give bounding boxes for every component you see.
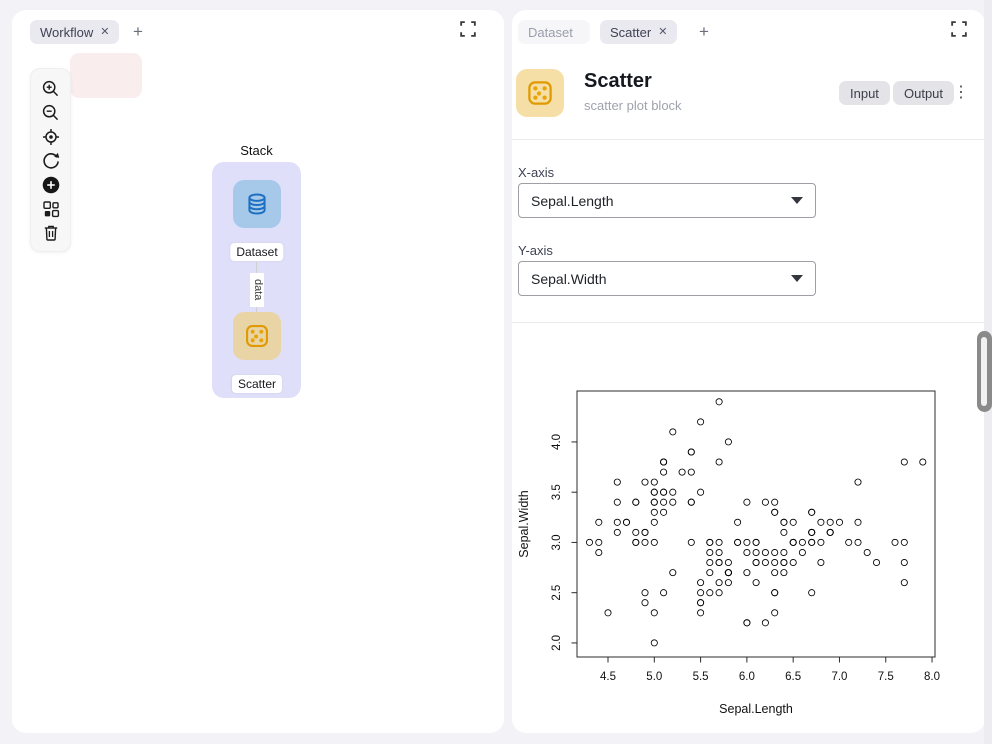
chevron-down-icon — [791, 197, 803, 204]
svg-text:5.0: 5.0 — [646, 671, 662, 683]
zoom-in-button[interactable] — [39, 77, 63, 101]
tab-scatter[interactable]: Scatter ✕ — [600, 20, 678, 44]
node-scatter-label: Scatter — [231, 375, 283, 393]
page-title: Scatter — [584, 70, 652, 92]
kebab-menu-button[interactable]: ⋮ — [952, 82, 970, 104]
components-icon — [42, 201, 59, 218]
tab-dataset[interactable]: Dataset — [518, 20, 590, 44]
svg-text:3.0: 3.0 — [551, 534, 563, 550]
divider — [512, 139, 985, 140]
svg-text:7.5: 7.5 — [878, 671, 894, 683]
scrollbar-thumb[interactable] — [977, 331, 992, 412]
canvas-node-partial[interactable] — [70, 53, 142, 98]
node-dataset-label: Dataset — [230, 243, 284, 261]
svg-text:2.0: 2.0 — [551, 635, 563, 651]
delete-button[interactable] — [39, 221, 63, 245]
block-icon — [516, 69, 564, 117]
svg-text:Sepal.Length: Sepal.Length — [719, 702, 793, 716]
workflow-panel: Workflow ✕ + — [12, 10, 504, 733]
add-tab-button[interactable]: + — [128, 22, 148, 42]
zoom-out-button[interactable] — [39, 101, 63, 125]
y-axis-select[interactable]: Sepal.Width — [518, 261, 816, 296]
svg-text:2.5: 2.5 — [551, 585, 563, 601]
close-icon[interactable]: ✕ — [100, 25, 110, 38]
scatter-plot: 4.5 5.0 5.5 6.0 6.5 7.0 7.5 8.0 2.0 2.5 3.0 3.5 4.0 S… — [517, 390, 940, 716]
tab-dataset-label: Dataset — [528, 24, 573, 40]
close-icon[interactable]: ✕ — [658, 25, 668, 38]
node-dataset[interactable] — [233, 180, 281, 228]
zoom-out-icon — [42, 104, 58, 121]
svg-text:Sepal.Width: Sepal.Width — [517, 490, 531, 557]
svg-text:4.5: 4.5 — [600, 671, 616, 683]
svg-text:7.0: 7.0 — [831, 671, 847, 683]
input-badge[interactable]: Input — [839, 81, 890, 105]
add-node-icon — [42, 176, 59, 194]
divider — [512, 322, 985, 323]
fullscreen-button[interactable] — [460, 21, 476, 37]
scatter-dice-icon — [246, 325, 268, 347]
page-subtitle: scatter plot block — [584, 98, 682, 113]
add-tab-button[interactable]: + — [694, 22, 714, 42]
components-button[interactable] — [39, 197, 63, 221]
svg-text:4.0: 4.0 — [551, 434, 563, 450]
svg-text:5.5: 5.5 — [693, 671, 709, 683]
locate-icon — [42, 129, 59, 145]
block-detail-panel: Dataset Scatter ✕ + Scatter scatter plot… — [512, 10, 985, 733]
fullscreen-icon — [951, 21, 967, 37]
add-node-button[interactable] — [39, 173, 63, 197]
edge-label: data — [250, 273, 264, 307]
svg-text:6.5: 6.5 — [785, 671, 801, 683]
chevron-down-icon — [791, 275, 803, 282]
refresh-button[interactable] — [39, 149, 63, 173]
x-axis-field-label: X-axis — [518, 165, 555, 180]
y-axis-field-label: Y-axis — [518, 243, 553, 258]
canvas-toolbar — [30, 68, 71, 252]
x-axis-select-value: Sepal.Length — [531, 192, 614, 209]
zoom-in-icon — [42, 80, 58, 97]
scatter-dice-icon — [528, 81, 552, 105]
stack-label: Stack — [240, 143, 273, 158]
locate-button[interactable] — [39, 125, 63, 149]
tab-workflow[interactable]: Workflow ✕ — [30, 20, 120, 44]
output-badge[interactable]: Output — [893, 81, 955, 105]
database-icon — [248, 193, 266, 215]
trash-icon — [44, 225, 57, 241]
fullscreen-icon — [460, 21, 476, 37]
fullscreen-button[interactable] — [951, 21, 967, 37]
node-scatter[interactable] — [233, 312, 281, 360]
svg-text:3.5: 3.5 — [551, 484, 563, 500]
svg-text:6.0: 6.0 — [739, 671, 755, 683]
svg-text:8.0: 8.0 — [924, 671, 940, 683]
y-axis-select-value: Sepal.Width — [531, 270, 607, 287]
refresh-icon — [42, 152, 59, 169]
x-axis-select[interactable]: Sepal.Length — [518, 183, 816, 218]
tab-workflow-label: Workflow — [40, 24, 94, 40]
scrollbar-thumb-highlight — [981, 337, 987, 406]
tab-scatter-label: Scatter — [610, 24, 652, 40]
